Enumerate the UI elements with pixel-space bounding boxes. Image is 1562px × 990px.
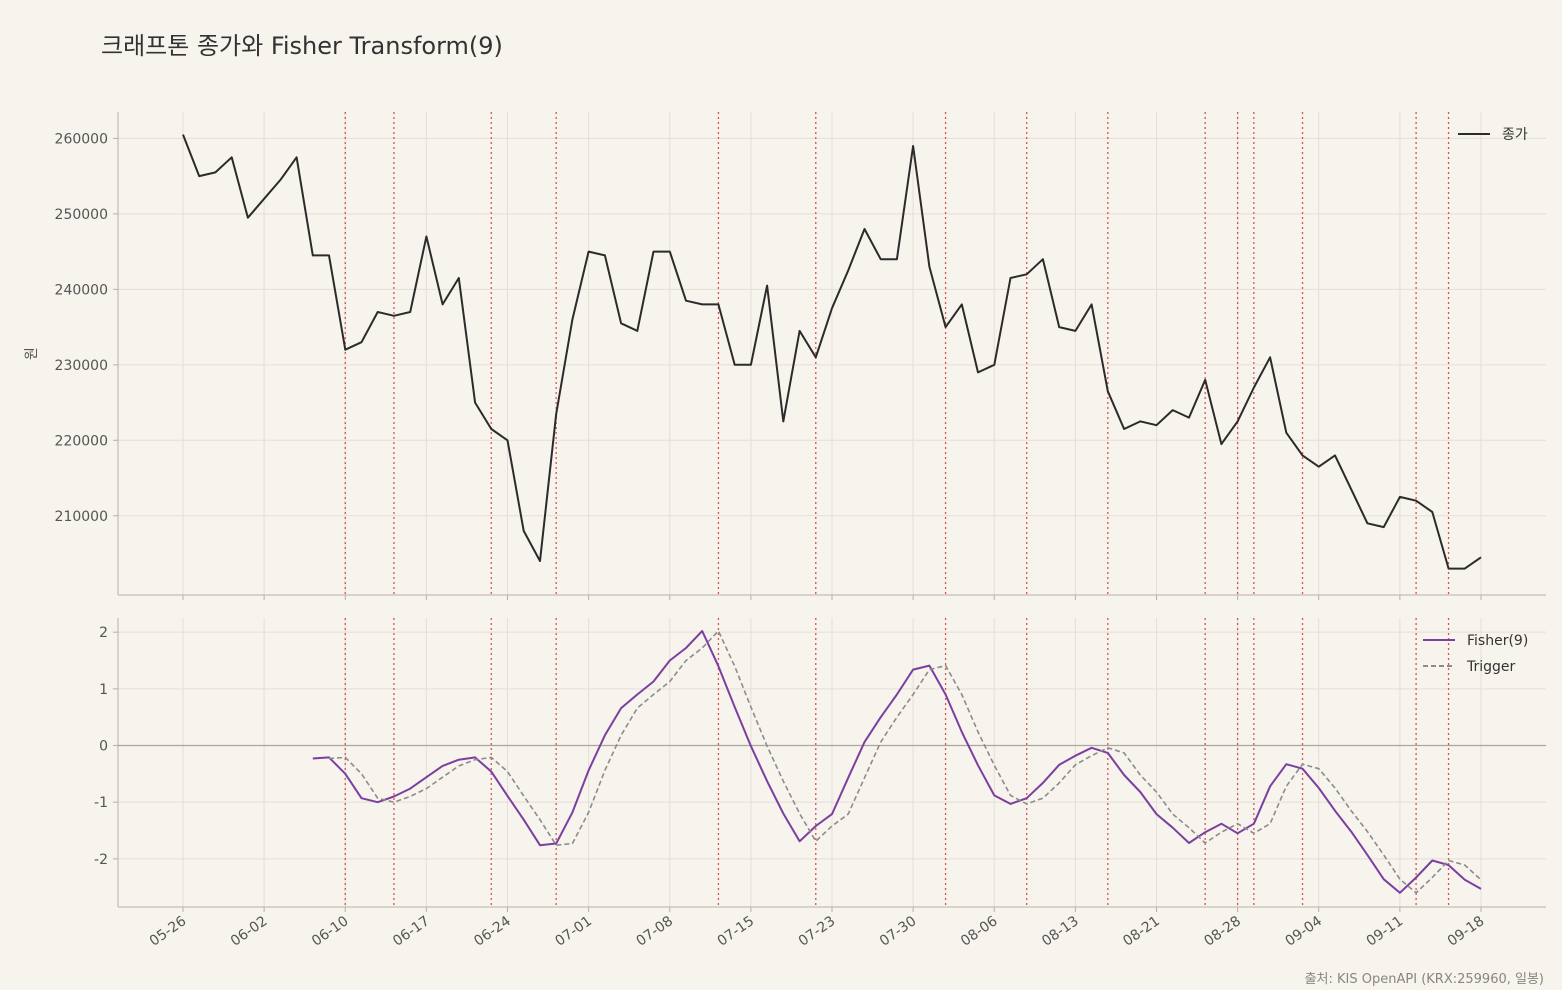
- y-tick-label: 210000: [55, 509, 108, 525]
- source-note: 출처: KIS OpenAPI (KRX:259960, 일봉): [1304, 972, 1544, 987]
- y-axis-label: 원: [24, 347, 40, 360]
- x-tick-label: 08-06: [958, 913, 1001, 949]
- y-tick-label: 0: [99, 739, 108, 755]
- x-tick-label: 06-02: [228, 913, 271, 949]
- y-tick-label: 1: [99, 682, 108, 698]
- x-axis: 05-26 06-02 06-10 06-17 06-24 07-01 07-08 07-15…: [147, 913, 1488, 949]
- price-panel: 210000 220000 230000 240000 250000 260000 종가원: [24, 112, 1546, 600]
- x-tick-label: 06-17: [390, 913, 433, 949]
- series-line-close: [182, 134, 1482, 570]
- series-line-fisher: [312, 630, 1482, 894]
- y-tick-label: 260000: [55, 131, 108, 147]
- y-tick-label: 240000: [55, 282, 108, 298]
- x-tick-label: 07-23: [796, 913, 839, 949]
- chart-title: 크래프톤 종가와 Fisher Transform(9): [101, 32, 503, 60]
- x-tick-label: 05-26: [147, 913, 190, 949]
- x-tick-label: 07-30: [877, 913, 920, 949]
- y-tick-label: -1: [94, 795, 108, 811]
- legend-label: Fisher(9): [1467, 633, 1528, 649]
- x-tick-label: 08-21: [1120, 913, 1163, 949]
- legend-label: 종가: [1502, 127, 1528, 143]
- x-tick-label: 07-01: [552, 913, 595, 949]
- fisher-panel: -2 -1 0 1 2 Fisher(9) Trigger: [94, 618, 1546, 912]
- x-tick-label: 09-18: [1445, 913, 1488, 949]
- y-tick-label: 230000: [55, 358, 108, 374]
- y-tick-label: -2: [94, 852, 108, 868]
- x-tick-label: 08-28: [1201, 913, 1244, 949]
- y-tick-label: 220000: [55, 433, 108, 449]
- y-tick-label: 2: [99, 625, 108, 641]
- x-tick-label: 06-24: [471, 913, 514, 949]
- x-tick-label: 07-15: [715, 913, 758, 949]
- y-tick-label: 250000: [55, 207, 108, 223]
- x-tick-label: 09-11: [1364, 913, 1407, 949]
- x-tick-label: 07-08: [634, 913, 677, 949]
- legend-label: Trigger: [1466, 659, 1516, 675]
- x-tick-label: 06-10: [309, 913, 352, 949]
- series-line-trigger: [328, 630, 1482, 894]
- x-tick-label: 08-13: [1039, 913, 1082, 949]
- x-tick-label: 09-04: [1283, 913, 1326, 949]
